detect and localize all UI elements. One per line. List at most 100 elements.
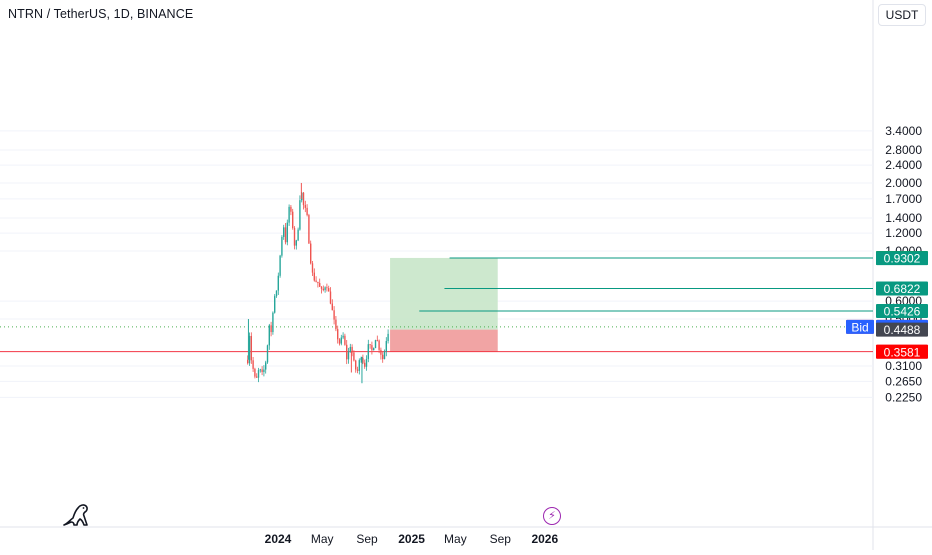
candle-body bbox=[259, 369, 262, 371]
candle-body bbox=[385, 341, 388, 352]
y-tick-label: 0.3100 bbox=[885, 359, 922, 373]
price-label-bg bbox=[876, 344, 928, 359]
candle-body bbox=[338, 339, 341, 344]
candle-body bbox=[380, 349, 382, 355]
candle-body bbox=[355, 360, 357, 370]
candle-body bbox=[288, 206, 290, 223]
y-tick-label: 0.2650 bbox=[885, 374, 922, 388]
currency-selector[interactable]: USDT bbox=[878, 4, 926, 26]
price-label-tp2: 0.6822 bbox=[876, 281, 928, 296]
symbol-title[interactable]: NTRN / TetherUS, 1D, BINANCE bbox=[8, 7, 194, 21]
candle-body bbox=[250, 335, 253, 361]
candle-body bbox=[373, 348, 375, 351]
candle-body bbox=[376, 340, 379, 341]
candle-body bbox=[268, 325, 271, 346]
candle-body bbox=[293, 228, 296, 246]
candle-body bbox=[374, 340, 377, 349]
price-tag-bg bbox=[846, 319, 874, 334]
price-label-bg bbox=[876, 281, 928, 296]
candle-body bbox=[378, 340, 380, 350]
candle-body bbox=[304, 205, 307, 208]
candle-body bbox=[319, 283, 321, 287]
y-tick-label: 1.4000 bbox=[885, 211, 922, 225]
candle-body bbox=[351, 346, 353, 353]
candle-body bbox=[331, 303, 334, 311]
candle-body bbox=[257, 370, 260, 378]
candle-body bbox=[290, 206, 292, 212]
candle-body bbox=[369, 344, 371, 346]
candle-body bbox=[270, 325, 272, 333]
candle-body bbox=[349, 346, 352, 353]
candle-body bbox=[281, 236, 283, 256]
candle-body bbox=[356, 369, 359, 371]
price-label-bg bbox=[876, 251, 928, 266]
candle-body bbox=[320, 286, 323, 289]
candle-body bbox=[299, 200, 301, 230]
y-tick-label: 1.2000 bbox=[885, 226, 922, 240]
candle-body bbox=[274, 296, 276, 313]
x-tick-label: Sep bbox=[490, 532, 512, 546]
x-tick-label: Sep bbox=[356, 532, 378, 546]
y-tick-label: 3.4000 bbox=[885, 124, 922, 138]
y-tick-label: 1.7000 bbox=[885, 192, 922, 206]
candle-body bbox=[261, 369, 263, 372]
candle-body bbox=[364, 362, 366, 367]
candle-body bbox=[322, 288, 325, 291]
candle-body bbox=[275, 290, 278, 297]
y-tick-label: 2.8000 bbox=[885, 143, 922, 157]
price-tag-text: Bid bbox=[851, 320, 868, 334]
profit-zone bbox=[390, 257, 498, 330]
candle-body bbox=[346, 344, 348, 360]
price-label-value: 0.4488 bbox=[884, 323, 921, 337]
candle-body bbox=[335, 319, 337, 330]
candle-body bbox=[295, 240, 298, 246]
candle-body bbox=[306, 207, 308, 216]
price-label-tp1: 0.5426 bbox=[876, 304, 928, 319]
price-label-value: 0.6822 bbox=[884, 282, 921, 296]
candle-body bbox=[263, 369, 265, 372]
x-tick-label: May bbox=[444, 532, 467, 546]
candle-body bbox=[292, 211, 294, 229]
candle-body bbox=[310, 243, 312, 264]
candle-body bbox=[277, 275, 280, 291]
y-tick-label: 2.0000 bbox=[885, 176, 922, 190]
candle-body bbox=[387, 333, 389, 342]
candle-body bbox=[324, 287, 326, 291]
candle-body bbox=[266, 345, 269, 363]
candle-body bbox=[315, 280, 317, 282]
candle-body bbox=[313, 272, 316, 281]
price-label-value: 0.9302 bbox=[884, 252, 921, 266]
candle-body bbox=[317, 281, 319, 284]
x-tick-label: May bbox=[311, 532, 334, 546]
y-tick-label: 2.4000 bbox=[885, 158, 922, 172]
candle-body bbox=[326, 287, 328, 289]
candle-body bbox=[329, 291, 332, 304]
dinosaur-logo-icon[interactable] bbox=[62, 502, 92, 528]
loss-zone bbox=[390, 329, 498, 352]
candle-body bbox=[286, 222, 289, 243]
candle-body bbox=[382, 354, 384, 360]
candle-body bbox=[297, 229, 299, 241]
candle-body bbox=[337, 329, 339, 340]
candle-body bbox=[367, 344, 370, 359]
candle-body bbox=[279, 255, 281, 276]
candle-body bbox=[344, 335, 346, 345]
candles bbox=[247, 182, 389, 384]
candle-body bbox=[284, 227, 287, 243]
price-label-bg bbox=[876, 322, 928, 337]
price-label-entry: 0.4488 bbox=[876, 322, 928, 337]
price-label-bg bbox=[876, 304, 928, 319]
candle-body bbox=[283, 227, 285, 237]
price-label-value: 0.5426 bbox=[884, 305, 921, 319]
candle-body bbox=[383, 351, 386, 360]
candle-body bbox=[353, 352, 355, 361]
candle-body bbox=[328, 288, 330, 292]
candle-body bbox=[254, 368, 256, 377]
candle-body bbox=[272, 312, 274, 333]
candle-body bbox=[342, 335, 344, 338]
candle-body bbox=[308, 215, 310, 244]
lightning-icon[interactable]: ⚡ bbox=[543, 507, 561, 525]
candle-body bbox=[360, 358, 362, 361]
